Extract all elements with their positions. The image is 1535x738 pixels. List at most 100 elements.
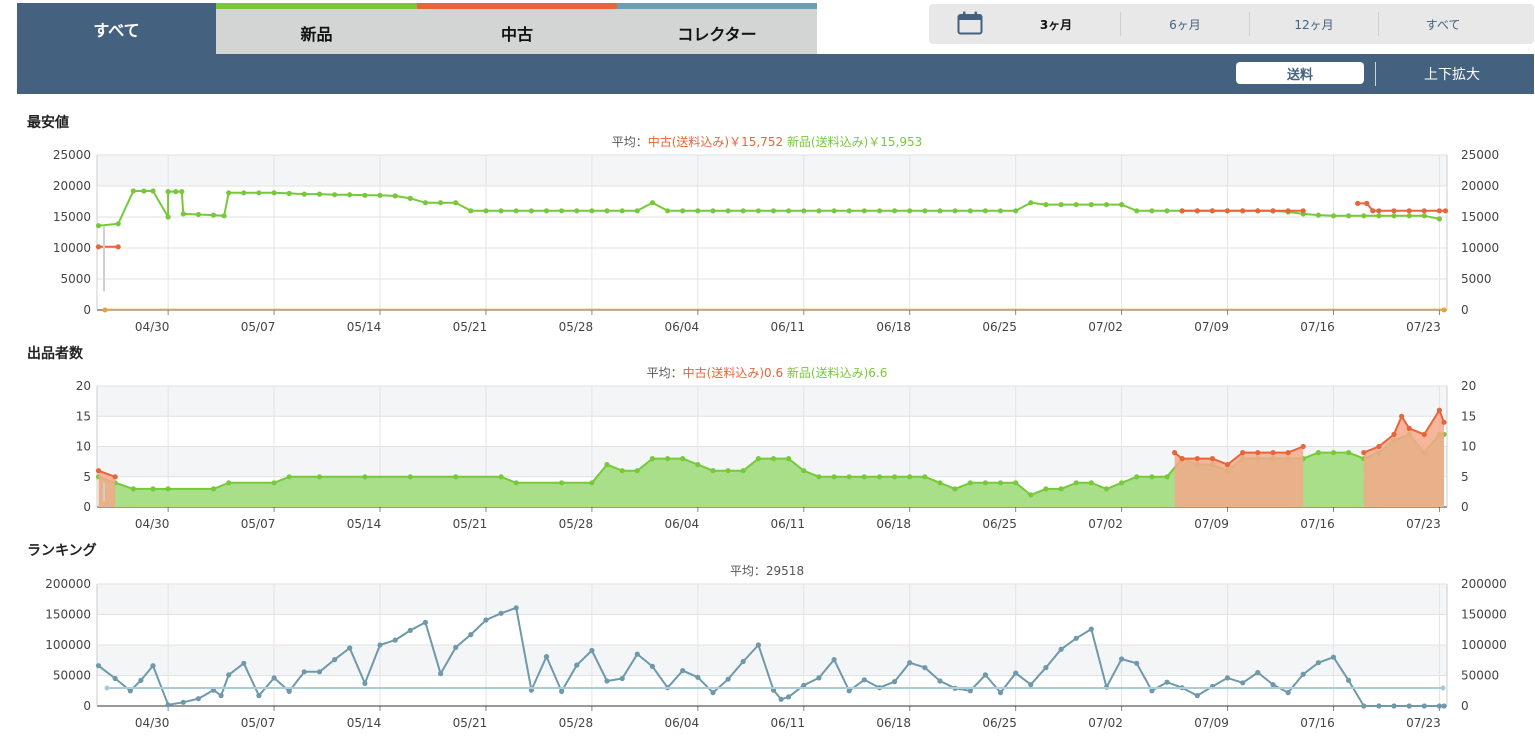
data-point [1300,443,1306,450]
period-all[interactable]: すべて [1425,17,1461,32]
chart-price: 0 0 5000 5000 10000 10000 15000 15000 20000 20000… [53,134,1499,334]
data-point [165,214,171,220]
tab-new[interactable]: 新品 [216,3,417,54]
data-point [1013,480,1019,486]
data-point [150,486,156,492]
data-point [407,474,413,480]
data-point [1194,208,1200,214]
data-point [1224,462,1231,468]
data-point [982,208,989,214]
data-point [1391,213,1397,219]
period-12-months[interactable]: 12ヶ月 [1294,17,1334,32]
data-point [801,468,807,474]
data-point [1103,486,1110,492]
x-tick-label: 04/30 [135,517,170,531]
data-point [680,456,686,462]
x-tick-label: 04/30 [135,320,170,334]
data-point [1330,654,1337,660]
data-point [1255,450,1261,456]
data-point [316,669,323,675]
period-6-months[interactable]: 6ヶ月 [1169,17,1201,32]
tab-all[interactable]: すべて [17,3,216,54]
data-point [1376,703,1382,709]
data-point [1270,682,1276,688]
data-point [604,462,610,468]
data-point [695,462,701,468]
data-point [1103,202,1110,208]
data-point [665,208,671,214]
data-point [1119,656,1125,662]
data-point [1179,208,1185,214]
data-point [1330,213,1337,219]
period-divider [1120,12,1121,36]
data-point [1441,419,1447,425]
data-point [1164,679,1170,685]
chart-sellers: 0 0 5 5 10 10 15 15 20 20 04/30 05/07 05/14 05/21 05/2… [76,365,1477,531]
data-point [1300,671,1306,677]
data-point [1149,688,1155,694]
series-area-中古 [1174,446,1304,507]
data-point [195,696,201,702]
data-point [332,657,338,663]
data-point [1240,208,1246,214]
data-point [725,468,731,474]
data-point [316,191,323,197]
data-point [725,676,731,682]
x-tick-label: 07/23 [1406,320,1441,334]
data-point [127,688,133,694]
data-point [115,244,121,250]
data-point [513,480,519,486]
data-point [112,675,118,682]
data-point [710,468,716,474]
data-point [680,208,686,214]
tab-used[interactable]: 中古 [417,3,617,54]
data-point [271,675,277,681]
data-point [138,677,144,684]
data-point [165,189,171,195]
data-point [786,694,792,700]
data-point [1346,450,1352,456]
shipping-toggle-button[interactable]: 送料 [1236,62,1364,84]
data-point [937,208,943,214]
y-tick-label: 5 [83,470,91,484]
period-3-months[interactable]: 3ヶ月 [1039,17,1073,32]
y-tick-label-right: 20 [1461,379,1476,393]
data-point [256,190,262,196]
data-point [1441,307,1447,313]
subtitle-prefix: 平均： [612,135,648,149]
data-point [1028,492,1034,498]
data-point [831,474,837,480]
data-point [1440,685,1446,691]
data-point [770,208,777,214]
data-point [907,208,913,214]
data-point [1073,480,1079,486]
x-tick-label: 07/23 [1406,716,1441,730]
data-point [226,190,232,196]
series-line-中古 [1363,409,1445,454]
data-point [922,474,928,480]
data-point [1172,450,1178,456]
data-point [665,456,671,462]
data-point [589,480,595,486]
data-point [1355,200,1361,206]
data-point [1255,208,1261,214]
x-tick-label: 05/07 [241,716,276,730]
y-tick-label-right: 100000 [1461,638,1507,652]
data-point [649,456,656,462]
tab-collector[interactable]: コレクター [617,3,817,54]
options-divider [1375,62,1376,86]
x-tick-label: 07/02 [1088,320,1123,334]
data-point [513,208,519,214]
data-point [892,679,898,685]
data-point [1376,208,1382,214]
subtitle-new-average: 新品(送料込み)6.6 [787,365,887,380]
data-point [1240,450,1246,456]
data-point [453,474,459,480]
data-point [892,208,898,214]
data-point [1391,703,1397,709]
vertical-zoom-button[interactable]: 上下拡大 [1424,67,1480,83]
data-point [438,671,444,677]
data-point [543,654,550,660]
data-point [528,208,535,214]
subtitle-prefix: 平均：29518 [730,564,804,578]
